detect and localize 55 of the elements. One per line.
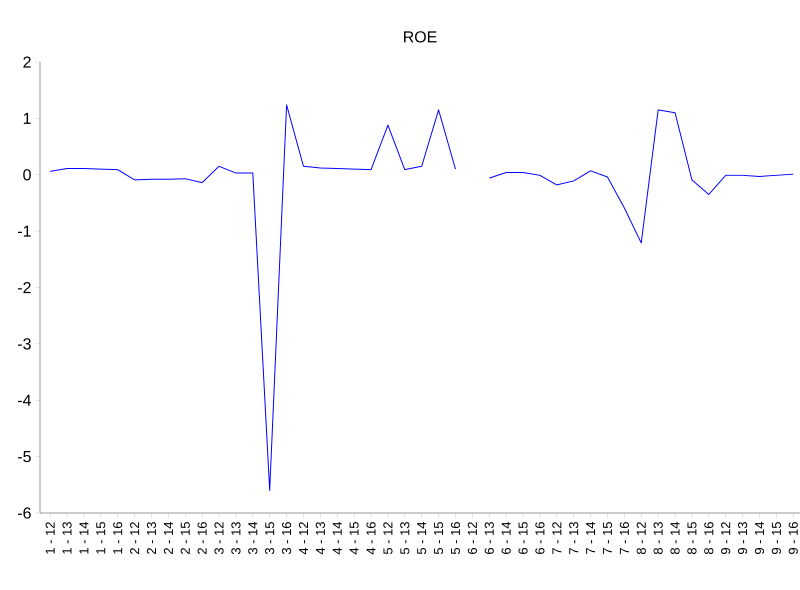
x-tick-label: 7 - 16 (620, 522, 629, 554)
x-tick-label: 3 - 16 (282, 522, 292, 554)
x-tick-label: 2 - 16 (198, 522, 207, 554)
x-tick-label: 4 - 16 (366, 522, 376, 554)
x-tick-label: 1 - 12 (46, 522, 55, 554)
x-tick-label: 8 - 12 (636, 522, 646, 554)
x-tick-label: 2 - 13 (146, 522, 156, 554)
x-tick-label: 6 - 16 (535, 522, 544, 554)
x-tick-label: 9 - 13 (738, 522, 748, 554)
x-tick-label: 2 - 15 (180, 522, 190, 554)
x-tick-label: 3 - 13 (231, 522, 240, 554)
x-tick-label: 5 - 13 (400, 522, 410, 554)
x-tick-label: 8 - 16 (704, 522, 714, 554)
x-tick-label: 5 - 14 (417, 522, 426, 554)
x-tick-label: 8 - 15 (687, 522, 697, 554)
x-tick-label: 9 - 15 (772, 522, 781, 554)
y-tick-label: -6 (18, 507, 31, 519)
x-tick-label: 7 - 13 (569, 522, 578, 554)
x-tick-label: 5 - 12 (383, 522, 392, 554)
x-tick-label: 1 - 16 (113, 522, 122, 554)
x-tick-label: 7 - 14 (586, 522, 596, 554)
x-tick-label: 4 - 15 (350, 522, 359, 554)
x-tick-label: 7 - 15 (602, 522, 612, 554)
x-tick-label: 2 - 14 (164, 522, 173, 554)
x-tick-label: 6 - 12 (468, 522, 477, 554)
x-tick-label: 5 - 15 (434, 522, 444, 554)
x-tick-label: 1 - 13 (62, 522, 72, 554)
y-tick-label: -1 (18, 226, 31, 237)
y-tick-label: -4 (18, 394, 32, 406)
x-tick-label: 4 - 12 (298, 522, 308, 554)
x-tick-label: 6 - 14 (502, 522, 511, 554)
x-tick-label: 5 - 16 (450, 522, 460, 554)
x-tick-label: 4 - 14 (332, 522, 342, 554)
x-tick-label: 3 - 12 (214, 522, 224, 554)
x-tick-label: 8 - 13 (654, 522, 663, 554)
y-tick-label: -5 (18, 451, 31, 462)
y-tick-label: -3 (18, 338, 31, 350)
x-tick-label: 1 - 14 (79, 522, 88, 554)
x-tick-label: 3 - 14 (248, 522, 258, 554)
x-tick-label: 8 - 14 (670, 522, 680, 554)
x-tick-label: 2 - 12 (130, 522, 140, 554)
y-tick-label: -2 (18, 282, 31, 294)
x-tick-label: 3 - 15 (265, 522, 274, 554)
x-tick-label: 4 - 13 (316, 522, 325, 554)
x-tick-label: 9 - 16 (788, 522, 798, 554)
x-tick-label: 9 - 12 (721, 522, 730, 554)
x-tick-label: 1 - 15 (96, 522, 106, 554)
x-tick-label: 9 - 14 (754, 522, 764, 554)
x-tick-label: 6 - 15 (518, 522, 528, 554)
y-tick-label: 0 (23, 169, 31, 180)
x-tick-label: 6 - 13 (484, 522, 494, 554)
y-tick-label: 2 (23, 56, 31, 68)
y-tick-label: 1 (24, 112, 31, 124)
chart-title: ROE (404, 31, 437, 43)
x-tick-label: 7 - 12 (552, 522, 562, 554)
